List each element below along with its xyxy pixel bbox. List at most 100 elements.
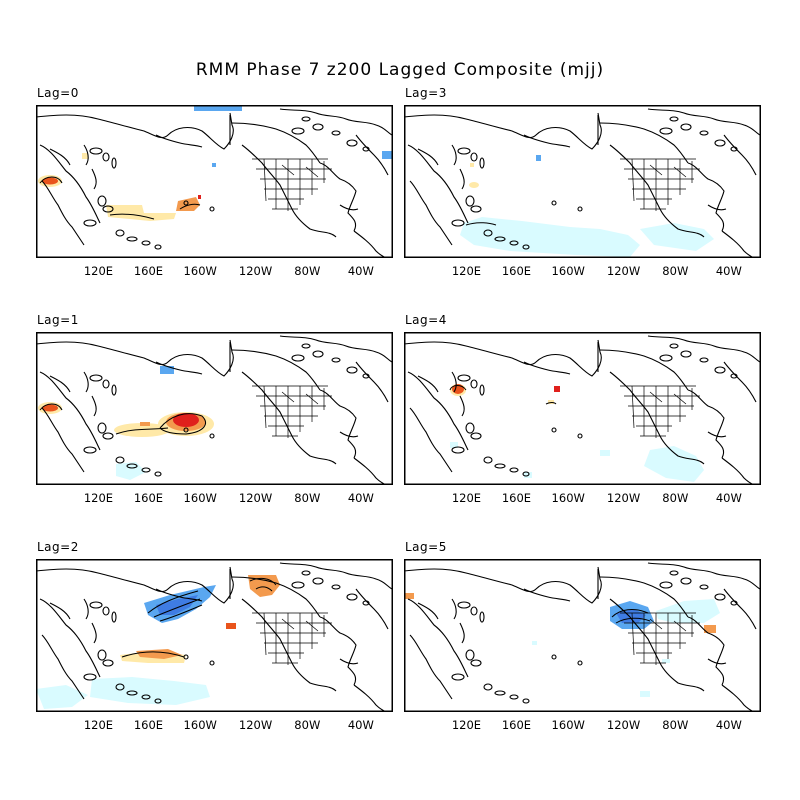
x-tick-label: 120E xyxy=(451,491,482,505)
contour-lines xyxy=(39,176,201,220)
x-tick-label: 160E xyxy=(133,491,164,505)
state-border xyxy=(305,393,319,405)
map-svg xyxy=(404,105,761,258)
contour-line xyxy=(39,403,63,411)
coastline xyxy=(687,162,725,232)
map-svg xyxy=(404,559,761,712)
island xyxy=(465,422,475,434)
anomaly-patch xyxy=(662,659,670,663)
island xyxy=(83,219,97,227)
x-tick-label: 120W xyxy=(606,264,641,278)
state-border xyxy=(305,166,319,178)
island xyxy=(509,467,519,473)
island xyxy=(730,600,738,606)
coastline xyxy=(49,602,71,620)
island xyxy=(659,127,673,135)
island xyxy=(301,116,311,122)
x-tick-label: 40W xyxy=(347,264,374,278)
coastline xyxy=(459,622,465,644)
coastline xyxy=(353,684,387,712)
anomaly-patch xyxy=(704,625,716,633)
coastline xyxy=(687,389,725,459)
island xyxy=(699,357,709,363)
coastline xyxy=(36,112,234,150)
coastline xyxy=(41,634,85,700)
anomaly-patch xyxy=(42,177,58,185)
coastline xyxy=(155,361,203,375)
coastline xyxy=(599,122,689,164)
anomaly-shading xyxy=(460,155,714,257)
anomaly-patch xyxy=(156,595,198,615)
contour-line xyxy=(545,402,557,405)
coastline xyxy=(707,204,727,211)
island xyxy=(730,146,738,152)
anomaly-patch xyxy=(42,404,58,412)
island xyxy=(470,205,482,213)
island xyxy=(451,446,465,454)
island xyxy=(551,427,557,433)
contour-line xyxy=(465,222,497,226)
coastlines xyxy=(404,335,761,485)
anomaly-patch xyxy=(656,599,720,623)
x-tick-label: 80W xyxy=(294,264,321,278)
coastline xyxy=(599,576,689,618)
island xyxy=(470,152,478,162)
island xyxy=(730,373,738,379)
x-tick-label: 160E xyxy=(501,718,532,732)
coastline xyxy=(707,658,727,665)
coastlines xyxy=(404,562,761,712)
coastline xyxy=(451,371,457,393)
panel-label-lag1: Lag=1 xyxy=(37,313,79,327)
island xyxy=(669,116,679,122)
contour-line xyxy=(115,427,169,435)
panel-frame xyxy=(404,332,761,485)
x-tick-label: 160W xyxy=(551,264,585,278)
panel-label-lag5: Lag=5 xyxy=(405,540,447,554)
coastline xyxy=(355,134,389,176)
contour-line xyxy=(615,617,651,624)
map-panel-lag1 xyxy=(36,332,393,485)
island xyxy=(470,659,482,667)
anomaly-patch xyxy=(82,153,88,159)
island xyxy=(209,433,215,439)
panel-label-lag4: Lag=4 xyxy=(405,313,447,327)
island xyxy=(483,229,493,237)
coastline xyxy=(407,371,469,451)
x-tick-label: 160E xyxy=(133,264,164,278)
island xyxy=(154,471,162,477)
anomaly-patch xyxy=(404,593,414,599)
state-border xyxy=(673,393,687,405)
map-panel-lag5 xyxy=(404,559,761,712)
x-tick-label: 160E xyxy=(133,718,164,732)
island xyxy=(577,660,583,666)
island xyxy=(494,463,506,469)
x-tick-label: 160E xyxy=(501,264,532,278)
island xyxy=(470,606,478,616)
coastline xyxy=(91,168,97,190)
island xyxy=(83,446,97,454)
coastline xyxy=(83,144,89,166)
anomaly-patch xyxy=(470,163,474,167)
contour-line xyxy=(449,385,467,391)
island xyxy=(89,374,103,382)
island xyxy=(126,236,138,242)
anomaly-patch xyxy=(36,685,88,709)
island xyxy=(577,433,583,439)
coastline xyxy=(404,339,602,377)
island xyxy=(141,240,151,246)
coastline xyxy=(279,335,393,363)
anomaly-patch xyxy=(600,450,610,456)
state-border xyxy=(263,385,267,429)
island xyxy=(451,673,465,681)
x-tick-label: 40W xyxy=(715,264,742,278)
x-tick-label: 160W xyxy=(551,718,585,732)
anomaly-patch xyxy=(194,105,242,111)
coastline xyxy=(647,108,761,136)
anomaly-patch xyxy=(106,205,176,221)
island xyxy=(89,601,103,609)
anomaly-patch xyxy=(90,677,210,705)
island xyxy=(680,577,692,585)
contour-line xyxy=(159,413,206,435)
x-tick-label: 120E xyxy=(83,264,114,278)
x-tick-label: 40W xyxy=(347,718,374,732)
